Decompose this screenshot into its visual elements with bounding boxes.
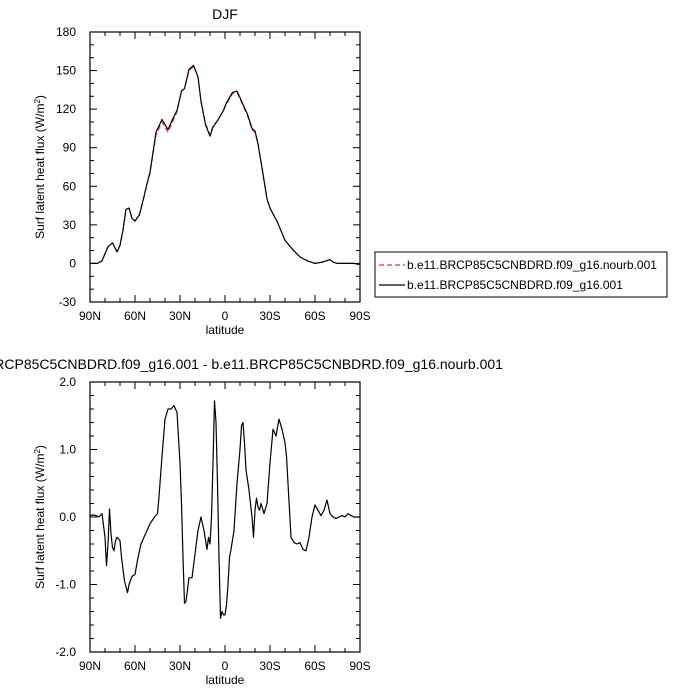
legend-entry-label: b.e11.BRCP85C5CNBDRD.f09_g16.001	[407, 278, 623, 292]
bottom-y-tick-label: 1.0	[59, 443, 76, 457]
top-title: DJF	[212, 6, 238, 22]
bottom-y-tick-label: 2.0	[59, 375, 76, 389]
legend-box	[374, 251, 668, 298]
bottom-x-tick-label: 60S	[304, 659, 325, 673]
top-y-tick-label: 120	[56, 102, 76, 116]
bottom-x-tick-label: 0	[222, 659, 229, 673]
top-plot-frame	[89, 31, 361, 303]
bottom-title: b.e11.BRCP85C5CNBDRD.f09_g16.001 - b.e11…	[0, 356, 503, 372]
bottom-x-tick-label: 90N	[79, 659, 101, 673]
legend-entry-label: b.e11.BRCP85C5CNBDRD.f09_g16.nourb.001	[407, 258, 657, 272]
top-x-tick-label: 30S	[259, 309, 280, 323]
bottom-y-tick-label: -1.0	[55, 578, 76, 592]
bottom-series-line-1	[89, 400, 360, 619]
top-x-axis-label: latitude	[206, 323, 245, 337]
top-x-tick-label: 90S	[349, 309, 370, 323]
top-y-tick-label: -30	[59, 295, 77, 309]
top-y-tick-label: 60	[63, 179, 77, 193]
bottom-y-tick-label: -2.0	[55, 645, 76, 659]
bottom-x-axis-label: latitude	[206, 673, 245, 687]
top-series-line-1	[90, 66, 361, 266]
bottom-y-tick-label: 0.0	[59, 510, 76, 524]
top-x-tick-label: 30N	[169, 309, 191, 323]
bottom-y-axis-label: Surf latent heat flux (W/m2)	[33, 445, 47, 589]
top-x-tick-label: 60S	[304, 309, 325, 323]
bottom-x-tick-label: 60N	[124, 659, 146, 673]
top-y-tick-label: 30	[63, 218, 77, 232]
top-y-tick-label: 0	[69, 256, 76, 270]
top-y-axis-label: Surf latent heat flux (W/m2)	[33, 95, 47, 239]
top-y-tick-label: 150	[56, 64, 76, 78]
top-y-tick-label: 90	[63, 141, 77, 155]
top-x-tick-label: 90N	[79, 309, 101, 323]
top-x-tick-label: 0	[222, 309, 229, 323]
top-series-line-2	[90, 64, 361, 266]
bottom-x-tick-label: 30N	[169, 659, 191, 673]
bottom-x-tick-label: 30S	[259, 659, 280, 673]
bottom-x-tick-label: 90S	[349, 659, 370, 673]
top-x-tick-label: 60N	[124, 309, 146, 323]
top-y-tick-label: 180	[56, 25, 76, 39]
